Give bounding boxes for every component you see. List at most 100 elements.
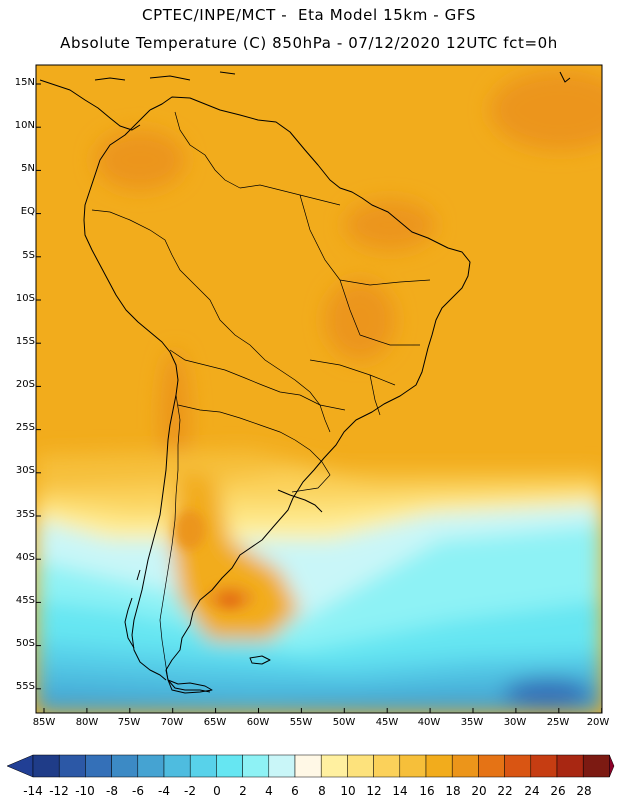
chiloe-archipelago: [124, 569, 141, 649]
lon-label: 70W: [160, 717, 184, 728]
colorbar-label: 26: [550, 784, 566, 798]
lon-label: 55W: [289, 717, 313, 728]
tierra-del-fuego: [167, 679, 213, 694]
lat-label: 5S: [22, 250, 35, 261]
colorbar-swatch: [85, 754, 112, 778]
warm-patch-atlantic-north: [490, 70, 602, 150]
temperature-field: [36, 65, 602, 713]
colorbar-swatch: [504, 754, 532, 778]
lat-label: 10N: [14, 120, 35, 131]
colorbar-label: 8: [318, 784, 326, 798]
colorbar-label: 16: [419, 784, 435, 798]
border-bolivia: [169, 349, 301, 396]
colorbar-label: 12: [366, 784, 382, 798]
colorbar: [6, 754, 615, 778]
colorbar-swatch: [425, 754, 453, 778]
colorbar-swatch: [189, 754, 217, 778]
colorbar-swatch: [347, 754, 374, 778]
colorbar-swatch: [58, 754, 86, 778]
border-brazil-north: [239, 184, 341, 206]
lon-label: 65W: [203, 717, 227, 728]
central-america: [39, 79, 141, 131]
colorbar-label: 28: [576, 784, 592, 798]
colorbar-label: 2: [239, 784, 247, 798]
colorbar-swatch: [216, 754, 243, 778]
colorbar-label: 4: [265, 784, 273, 798]
lon-label: 30W: [503, 717, 527, 728]
lon-label: 25W: [546, 717, 570, 728]
lon-label: 85W: [32, 717, 56, 728]
border-argentina-chile: [159, 394, 181, 681]
colorbar-label: -2: [184, 784, 196, 798]
lon-label: 60W: [246, 717, 270, 728]
brazil-state-borders: [299, 194, 431, 416]
colorbar-swatch: [32, 754, 60, 778]
colorbar-swatch: [530, 754, 558, 778]
colorbar-swatch: [242, 754, 270, 778]
lat-label: EQ: [20, 206, 35, 217]
warm-spot-mendoza: [175, 510, 205, 550]
lat-label: 55S: [15, 681, 35, 692]
colorbar-swatch: [478, 754, 505, 778]
lat-label: 50S: [15, 638, 35, 649]
colorbar-swatch: [163, 754, 191, 778]
colorbar-label: 14: [392, 784, 408, 798]
colorbar-swatch: [268, 754, 296, 778]
malvinas-islands: [249, 655, 271, 665]
border-brazil-west: [171, 254, 281, 371]
colorbar-label: -10: [75, 784, 95, 798]
lon-label: 45W: [375, 717, 399, 728]
colorbar-swatch: [137, 754, 165, 778]
colorbar-label: -6: [132, 784, 144, 798]
lat-label: 35S: [15, 509, 35, 520]
lon-label: 40W: [417, 717, 441, 728]
warm-patch-amazon-mouth: [345, 200, 435, 250]
cold-core-south-atlantic: [503, 678, 593, 708]
lat-label: 30S: [15, 465, 35, 476]
title-variable-line: Absolute Temperature (C) 850hPa - 07/12/…: [60, 34, 558, 52]
colorbar-swatch: [320, 754, 348, 778]
lat-label: 25S: [15, 422, 35, 433]
border-colombia-peru-ecuador: [91, 209, 173, 256]
lat-label: 15S: [15, 336, 35, 347]
lon-label: 75W: [117, 717, 141, 728]
colorbar-label: 0: [213, 784, 221, 798]
colorbar-swatch: [111, 754, 139, 778]
lat-label: 20S: [15, 379, 35, 390]
border-paraguay: [279, 369, 331, 433]
colorbar-swatch: [399, 754, 427, 778]
lat-label: 15N: [14, 77, 35, 88]
colorbar-label: -8: [106, 784, 118, 798]
lon-label: 20W: [586, 717, 610, 728]
lat-label: 10S: [15, 293, 35, 304]
border-uruguay: [291, 439, 331, 493]
lat-label: 5N: [21, 163, 35, 174]
country-borders: [91, 111, 431, 681]
colorbar-swatch: [294, 754, 322, 778]
lon-label: 50W: [332, 717, 356, 728]
border-argentina-north: [177, 404, 296, 441]
colorbar-label: -12: [49, 784, 69, 798]
lat-label: 45S: [15, 595, 35, 606]
warm-spot-chubut-core: [218, 592, 242, 608]
colorbar-swatch: [556, 754, 584, 778]
colorbar-label: 22: [497, 784, 513, 798]
colorbar-label: 10: [340, 784, 356, 798]
colorbar-over-arrow: [609, 754, 615, 778]
colorbar-label: 20: [471, 784, 487, 798]
lon-label: 35W: [460, 717, 484, 728]
colorbar-swatch: [582, 754, 610, 778]
colorbar-swatch: [451, 754, 479, 778]
map-frame: [35, 64, 603, 714]
lat-label: 40S: [15, 552, 35, 563]
colorbar-swatch: [373, 754, 401, 778]
colorbar-label: 6: [291, 784, 299, 798]
rio-de-la-plata: [277, 489, 323, 513]
axis-tickmarks: [36, 83, 603, 713]
warm-patch-central-brazil: [325, 280, 395, 360]
warm-patch-colombia: [95, 130, 185, 190]
colorbar-label: -4: [158, 784, 170, 798]
lon-label: 80W: [75, 717, 99, 728]
title-model-line: CPTEC/INPE/MCT - Eta Model 15km - GFS: [142, 6, 476, 24]
